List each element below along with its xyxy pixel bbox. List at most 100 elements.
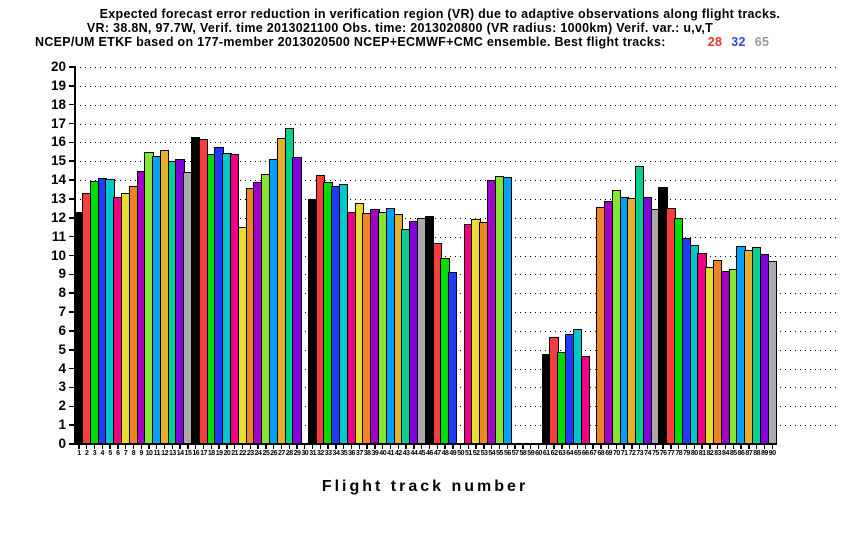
x-tick-label-53: 53 [480, 450, 488, 457]
x-tick-label-55: 55 [496, 450, 503, 457]
x-tick-label-66: 66 [581, 450, 589, 457]
gridline-y-19 [75, 85, 838, 87]
x-tick-74 [646, 445, 649, 449]
x-tick-label-82: 82 [706, 450, 714, 457]
x-tick-label-67: 67 [589, 450, 597, 457]
x-tick-label-60: 60 [535, 450, 542, 457]
x-tick-label-5: 5 [108, 450, 112, 457]
x-tick-53 [483, 445, 485, 449]
x-tick-8 [132, 445, 135, 449]
x-tick-label-42: 42 [394, 450, 402, 457]
gridline-y-18 [75, 104, 838, 106]
x-tick-label-61: 61 [542, 450, 550, 457]
x-tick-3 [93, 445, 96, 449]
x-tick-75 [654, 445, 657, 449]
x-tick-label-75: 75 [651, 450, 659, 457]
x-tick-label-21: 21 [231, 450, 239, 457]
x-tick-7 [124, 445, 127, 449]
x-tick-23 [249, 445, 251, 449]
x-tick-label-58: 58 [519, 450, 527, 457]
y-tick-label-13: 13 [50, 190, 66, 206]
x-tick-label-76: 76 [659, 450, 667, 457]
x-tick-label-57: 57 [511, 450, 519, 457]
x-tick-label-52: 52 [472, 450, 480, 457]
y-tick-label-16: 16 [50, 134, 66, 150]
y-tick-15 [68, 160, 74, 163]
y-tick-19 [68, 85, 74, 87]
y-tick-label-15: 15 [50, 153, 66, 169]
x-tick-label-74: 74 [644, 450, 651, 457]
x-tick-label-34: 34 [332, 450, 340, 457]
x-tick-label-62: 62 [550, 450, 558, 457]
bar-track-90 [767, 261, 777, 445]
x-tick-label-83: 83 [714, 450, 722, 457]
x-tick-9 [140, 445, 142, 449]
y-tick-13 [68, 198, 74, 200]
best-track-28: 28 [707, 35, 723, 49]
y-tick-18 [68, 103, 74, 106]
x-tick-69 [607, 445, 610, 449]
y-tick-label-2: 2 [58, 398, 66, 414]
x-tick-label-7: 7 [123, 450, 128, 457]
x-tick-label-51: 51 [464, 450, 472, 457]
x-tick-62 [553, 445, 555, 449]
x-tick-13 [171, 445, 174, 449]
x-tick-label-35: 35 [340, 450, 348, 457]
y-tick-label-20: 20 [50, 59, 66, 74]
x-tick-label-56: 56 [503, 450, 511, 457]
x-tick-78 [678, 445, 680, 449]
bar-track-56 [502, 177, 513, 445]
x-tick-35 [343, 445, 345, 449]
y-tick-label-14: 14 [50, 172, 66, 188]
x-tick-87 [748, 445, 750, 449]
gridline-y-14 [75, 180, 838, 182]
x-tick-32 [319, 445, 322, 449]
x-tick-11 [156, 445, 158, 449]
x-tick-19 [218, 445, 220, 449]
x-tick-label-10: 10 [145, 450, 153, 457]
x-tick-79 [685, 445, 688, 449]
x-tick-label-80: 80 [690, 450, 698, 457]
x-tick-64 [568, 445, 571, 449]
x-tick-label-47: 47 [433, 450, 441, 457]
y-tick-0 [68, 443, 74, 445]
x-tick-label-16: 16 [192, 450, 200, 457]
x-tick-39 [374, 445, 376, 449]
chart-title-line-2: VR: 38.8N, 97.7W, Verif. time 2013021100… [86, 21, 714, 35]
x-tick-label-88: 88 [753, 450, 761, 457]
x-tick-85 [732, 445, 734, 449]
x-tick-label-59: 59 [527, 450, 535, 457]
x-tick-77 [670, 445, 672, 449]
y-tick-16 [68, 141, 74, 144]
y-tick-label-11: 11 [51, 228, 66, 244]
x-tick-60 [537, 445, 540, 449]
y-tick-6 [68, 330, 74, 332]
x-tick-label-36: 36 [348, 450, 355, 457]
x-tick-label-30: 30 [301, 450, 309, 457]
x-tick-15 [187, 445, 189, 449]
x-tick-49 [452, 445, 454, 449]
y-tick-label-7: 7 [58, 304, 66, 320]
x-tick-25 [265, 445, 267, 449]
gridline-y-15 [75, 161, 838, 163]
x-tick-67 [592, 445, 594, 449]
x-tick-45 [420, 445, 423, 449]
y-tick-4 [68, 367, 74, 370]
x-tick-27 [280, 445, 283, 449]
y-tick-label-8: 8 [58, 285, 66, 301]
x-tick-30 [304, 445, 306, 449]
x-tick-label-33: 33 [324, 450, 332, 457]
x-tick-42 [397, 445, 399, 449]
x-tick-16 [195, 445, 197, 449]
x-tick-label-13: 13 [168, 450, 176, 457]
gridline-y-20 [75, 67, 838, 68]
x-tick-label-11: 11 [153, 450, 161, 457]
x-tick-88 [755, 445, 758, 449]
x-tick-label-79: 79 [683, 450, 690, 457]
bar-track-49 [448, 271, 458, 445]
x-tick-80 [693, 445, 695, 449]
x-tick-41 [389, 445, 392, 449]
x-tick-label-20: 20 [223, 450, 231, 457]
y-tick-label-4: 4 [58, 360, 66, 376]
